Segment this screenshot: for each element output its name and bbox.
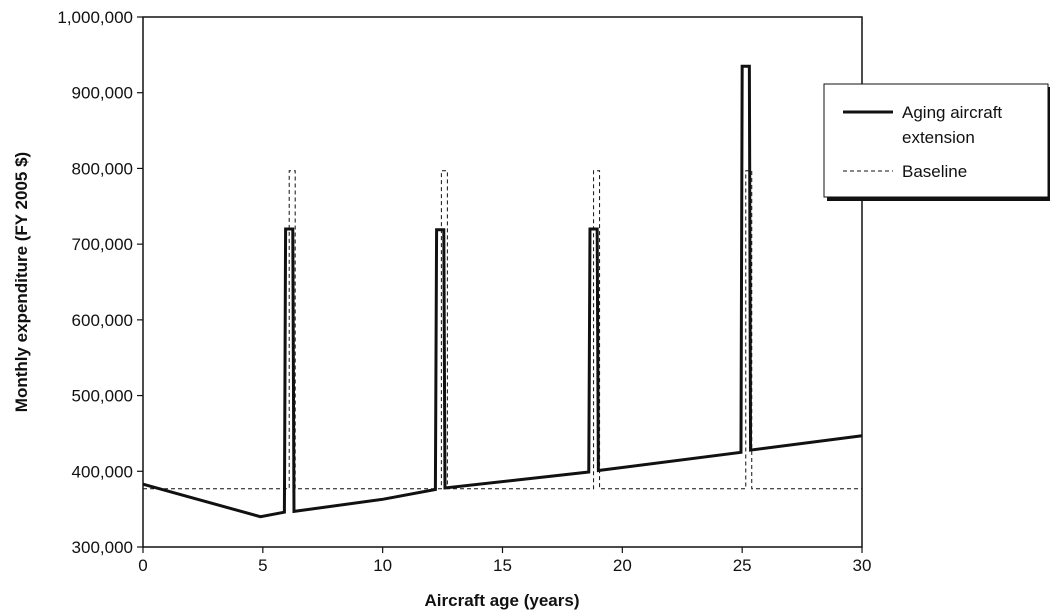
series-line-aging-aircraft-extension bbox=[142, 64, 863, 519]
y-tick-label: 700,000 bbox=[72, 235, 133, 254]
legend-box bbox=[823, 83, 1049, 198]
x-tick-label: 15 bbox=[493, 556, 512, 575]
legend: Aging aircraft extension Baseline bbox=[823, 83, 1050, 201]
legend-label-aging-line2: extension bbox=[902, 128, 975, 147]
y-tick-label: 1,000,000 bbox=[57, 8, 133, 27]
y-tick-label: 500,000 bbox=[72, 387, 133, 406]
y-tick-label: 600,000 bbox=[72, 311, 133, 330]
x-tick-label: 25 bbox=[733, 556, 752, 575]
x-tick-label: 30 bbox=[853, 556, 872, 575]
legend-label-baseline: Baseline bbox=[902, 162, 967, 181]
y-axis: 300,000 400,000 500,000 600,000 700,000 800,0… bbox=[57, 8, 143, 557]
y-tick-label: 400,000 bbox=[72, 462, 133, 481]
legend-shadow bbox=[827, 197, 1050, 201]
y-tick-label: 300,000 bbox=[72, 538, 133, 557]
plot-area-frame bbox=[142, 16, 863, 548]
y-tick-label: 900,000 bbox=[72, 84, 133, 103]
y-axis-title: Monthly expenditure (FY 2005 $) bbox=[12, 152, 31, 412]
x-tick-label: 20 bbox=[613, 556, 632, 575]
y-tick-label: 800,000 bbox=[72, 159, 133, 178]
x-tick-label: 10 bbox=[373, 556, 392, 575]
series-group bbox=[142, 64, 863, 519]
legend-label-aging-line1: Aging aircraft bbox=[902, 103, 1002, 122]
x-axis: 0 5 10 15 20 25 30 bbox=[138, 547, 871, 575]
x-tick-label: 0 bbox=[138, 556, 147, 575]
x-tick-label: 5 bbox=[258, 556, 267, 575]
series-line-baseline bbox=[143, 170, 862, 490]
x-axis-title: Aircraft age (years) bbox=[425, 591, 580, 610]
